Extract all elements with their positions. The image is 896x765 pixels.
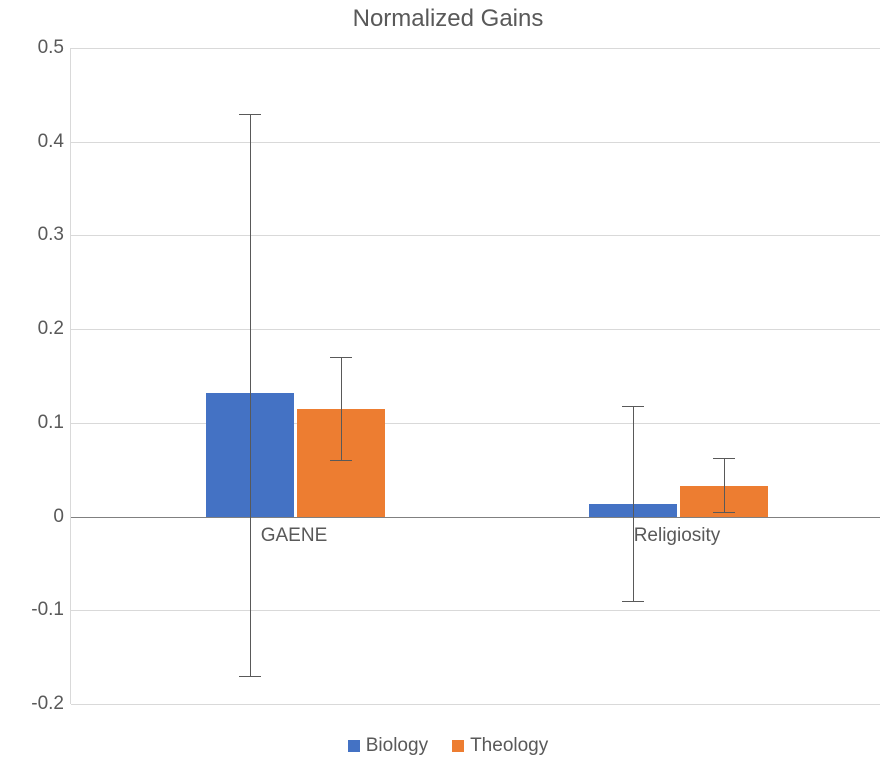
- chart-container: Normalized Gains Biology Theology 0.5 0.4…: [0, 0, 896, 765]
- x-category-label: Religiosity: [597, 525, 757, 547]
- gridline: [71, 235, 880, 236]
- gridline: [71, 610, 880, 611]
- zero-line: [71, 517, 880, 518]
- legend-item-theology: Theology: [452, 735, 548, 757]
- y-tick-label: 0: [53, 506, 64, 528]
- y-tick-label: 0.4: [38, 131, 64, 153]
- gridline: [71, 48, 880, 49]
- y-tick-label: 0.3: [38, 224, 64, 246]
- error-cap: [622, 406, 644, 407]
- legend-swatch-theology: [452, 740, 464, 752]
- legend: Biology Theology: [0, 735, 896, 757]
- error-cap: [713, 458, 735, 459]
- gridline: [71, 423, 880, 424]
- error-bar: [633, 406, 634, 601]
- error-cap: [239, 114, 261, 115]
- y-tick-label: 0.2: [38, 318, 64, 340]
- y-tick-label: -0.1: [31, 599, 64, 621]
- x-category-label: GAENE: [214, 525, 374, 547]
- chart-title: Normalized Gains: [0, 5, 896, 33]
- error-cap: [713, 512, 735, 513]
- gridline: [71, 142, 880, 143]
- gridline: [71, 704, 880, 705]
- plot-area: [70, 48, 880, 704]
- error-bar: [250, 114, 251, 676]
- legend-swatch-biology: [348, 740, 360, 752]
- y-tick-label: -0.2: [31, 693, 64, 715]
- gridline: [71, 329, 880, 330]
- error-bar: [724, 458, 725, 511]
- error-cap: [622, 601, 644, 602]
- y-tick-label: 0.5: [38, 37, 64, 59]
- error-cap: [239, 676, 261, 677]
- error-bar: [341, 357, 342, 460]
- legend-label-theology: Theology: [470, 735, 548, 757]
- legend-item-biology: Biology: [348, 735, 428, 757]
- error-cap: [330, 460, 352, 461]
- y-tick-label: 0.1: [38, 412, 64, 434]
- legend-label-biology: Biology: [366, 735, 428, 757]
- error-cap: [330, 357, 352, 358]
